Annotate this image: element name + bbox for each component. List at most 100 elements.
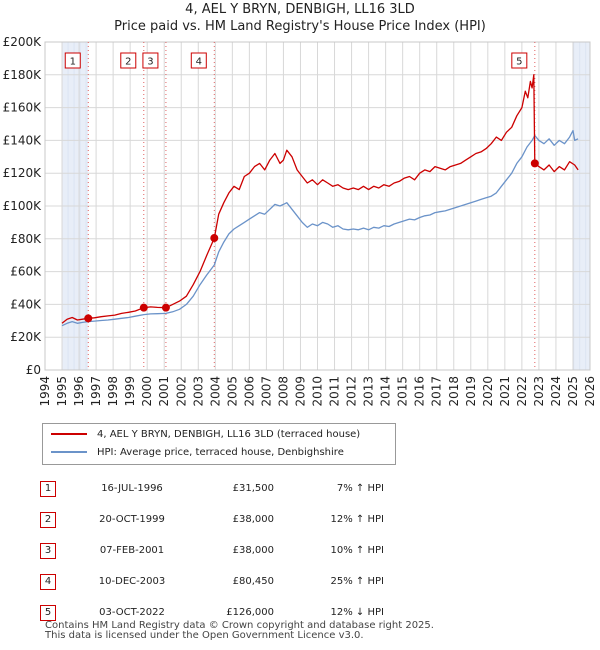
transaction-number: 3 — [40, 542, 56, 559]
table-row: 4 10-DEC-2003 £80,450 25% ↑ HPI — [40, 566, 384, 597]
x-tick-label: 2011 — [328, 376, 342, 407]
x-tick-label: 2006 — [242, 376, 256, 407]
transaction-date: 10-DEC-2003 — [98, 576, 166, 587]
transaction-number: 1 — [40, 480, 56, 497]
x-tick-label: 2026 — [583, 376, 597, 407]
transaction-price: £31,500 — [232, 483, 274, 494]
footer-copyright: Contains HM Land Registry data © Crown c… — [45, 620, 434, 631]
transaction-price: £38,000 — [232, 545, 274, 556]
x-tick-label: 2013 — [362, 376, 376, 407]
transaction-price: £38,000 — [232, 514, 274, 525]
x-tick-label: 2005 — [225, 376, 239, 407]
transaction-hpi-change: 7% ↑ HPI — [336, 483, 384, 494]
transaction-label-3: 3 — [147, 57, 153, 68]
y-tick-label: £200K — [3, 35, 43, 49]
transaction-number: 2 — [40, 511, 56, 528]
legend-item-hpi: HPI: Average price, terraced house, Denb… — [51, 445, 344, 461]
x-tick-label: 2003 — [191, 376, 205, 407]
y-tick-label: £80K — [10, 232, 42, 246]
x-tick-label: 2004 — [208, 376, 222, 407]
transaction-marker-3 — [161, 303, 170, 312]
x-tick-label: 2010 — [311, 376, 325, 407]
y-tick-label: £140K — [3, 133, 43, 147]
x-tick-label: 2020 — [481, 376, 495, 407]
table-row: 2 20-OCT-1999 £38,000 12% ↑ HPI — [40, 504, 384, 535]
transaction-date: 16-JUL-1996 — [101, 483, 163, 494]
x-tick-label: 2002 — [174, 376, 188, 407]
transaction-number: 5 — [40, 604, 56, 621]
x-tick-label: 1994 — [38, 376, 52, 407]
transaction-label-5: 5 — [516, 57, 522, 68]
transaction-label-box-5 — [511, 52, 528, 69]
table-row: 1 16-JUL-1996 £31,500 7% ↑ HPI — [40, 473, 384, 504]
y-tick-label: £40K — [10, 297, 42, 311]
transaction-marker-1 — [84, 314, 93, 323]
legend: 4, AEL Y BRYN, DENBIGH, LL16 3LD (terrac… — [42, 423, 396, 465]
transaction-date: 07-FEB-2001 — [99, 545, 165, 556]
transaction-date: 20-OCT-1999 — [99, 514, 165, 525]
legend-label-hpi: HPI: Average price, terraced house, Denb… — [97, 447, 344, 458]
x-tick-label: 1995 — [55, 376, 69, 407]
plot-area — [44, 41, 591, 371]
transaction-hpi-change: 12% ↓ HPI — [330, 607, 384, 618]
transaction-label-1: 1 — [70, 57, 76, 68]
transaction-label-box-4 — [190, 52, 207, 69]
chart-title-address: 4, AEL Y BRYN, DENBIGH, LL16 3LD — [185, 2, 415, 17]
transaction-hpi-change: 10% ↑ HPI — [330, 545, 384, 556]
y-tick-label: £0 — [26, 363, 41, 377]
x-tick-label: 2025 — [566, 376, 580, 407]
transaction-label-4: 4 — [196, 57, 202, 68]
table-row: 5 03-OCT-2022 £126,000 12% ↓ HPI — [40, 597, 384, 628]
x-tick-label: 2017 — [430, 376, 444, 407]
y-tick-label: £120K — [3, 166, 43, 180]
x-tick-label: 2019 — [464, 376, 478, 407]
transaction-marker-5 — [530, 159, 539, 168]
x-tick-label: 1999 — [123, 376, 137, 407]
series-line-property — [61, 74, 579, 324]
footer-licence: This data is licensed under the Open Gov… — [45, 630, 364, 641]
y-tick-label: £20K — [10, 330, 42, 344]
transaction-label-box-1 — [64, 52, 81, 69]
x-tick-label: 2007 — [259, 376, 273, 407]
x-tick-label: 1996 — [72, 376, 86, 407]
x-tick-label: 2024 — [549, 376, 563, 407]
transaction-marker-2 — [139, 303, 148, 312]
x-tick-label: 1998 — [106, 376, 120, 407]
x-tick-label: 2012 — [345, 376, 359, 407]
x-tick-label: 2000 — [140, 376, 154, 407]
transaction-label-box-3 — [142, 52, 159, 69]
x-tick-label: 2016 — [413, 376, 427, 407]
transaction-number: 4 — [40, 573, 56, 590]
transaction-label-box-2 — [120, 52, 137, 69]
price-chart: £0 £20K £40K £60K £80K £100K £120K £140K £160K £1… — [3, 35, 597, 407]
legend-swatch-red — [51, 433, 87, 435]
x-tick-label: 1997 — [89, 376, 103, 407]
table-row: 3 07-FEB-2001 £38,000 10% ↑ HPI — [40, 535, 384, 566]
y-tick-label: £60K — [10, 265, 42, 279]
legend-item-property: 4, AEL Y BRYN, DENBIGH, LL16 3LD (terrac… — [51, 427, 360, 443]
x-tick-label: 2008 — [276, 376, 290, 407]
x-tick-label: 2018 — [447, 376, 461, 407]
legend-swatch-blue — [51, 451, 87, 453]
x-tick-label: 2022 — [515, 376, 529, 407]
chart-title-subtitle: Price paid vs. HM Land Registry's House … — [114, 19, 486, 34]
footer: Contains HM Land Registry data © Crown c… — [45, 621, 434, 641]
transactions-table: 1 16-JUL-1996 £31,500 7% ↑ HPI 2 20-OCT-1999 £… — [40, 473, 384, 628]
x-tick-label: 2015 — [396, 376, 410, 407]
transaction-marker-4 — [210, 234, 219, 243]
transaction-hpi-change: 12% ↑ HPI — [330, 514, 384, 525]
transaction-date: 03-OCT-2022 — [99, 607, 165, 618]
transaction-price: £126,000 — [226, 607, 274, 618]
x-tick-label: 2009 — [293, 376, 307, 407]
y-tick-label: £100K — [3, 199, 43, 213]
series-line-hpi — [61, 129, 579, 327]
legend-label-property: 4, AEL Y BRYN, DENBIGH, LL16 3LD (terrac… — [97, 429, 361, 440]
x-tick-label: 2023 — [532, 376, 546, 407]
x-tick-label: 2021 — [498, 376, 512, 407]
x-tick-label: 2014 — [379, 376, 393, 407]
transaction-label-2: 2 — [125, 57, 131, 68]
y-tick-label: £180K — [3, 68, 43, 82]
y-tick-label: £160K — [3, 101, 43, 115]
transaction-hpi-change: 25% ↑ HPI — [330, 576, 384, 587]
x-tick-label: 2001 — [157, 376, 171, 407]
